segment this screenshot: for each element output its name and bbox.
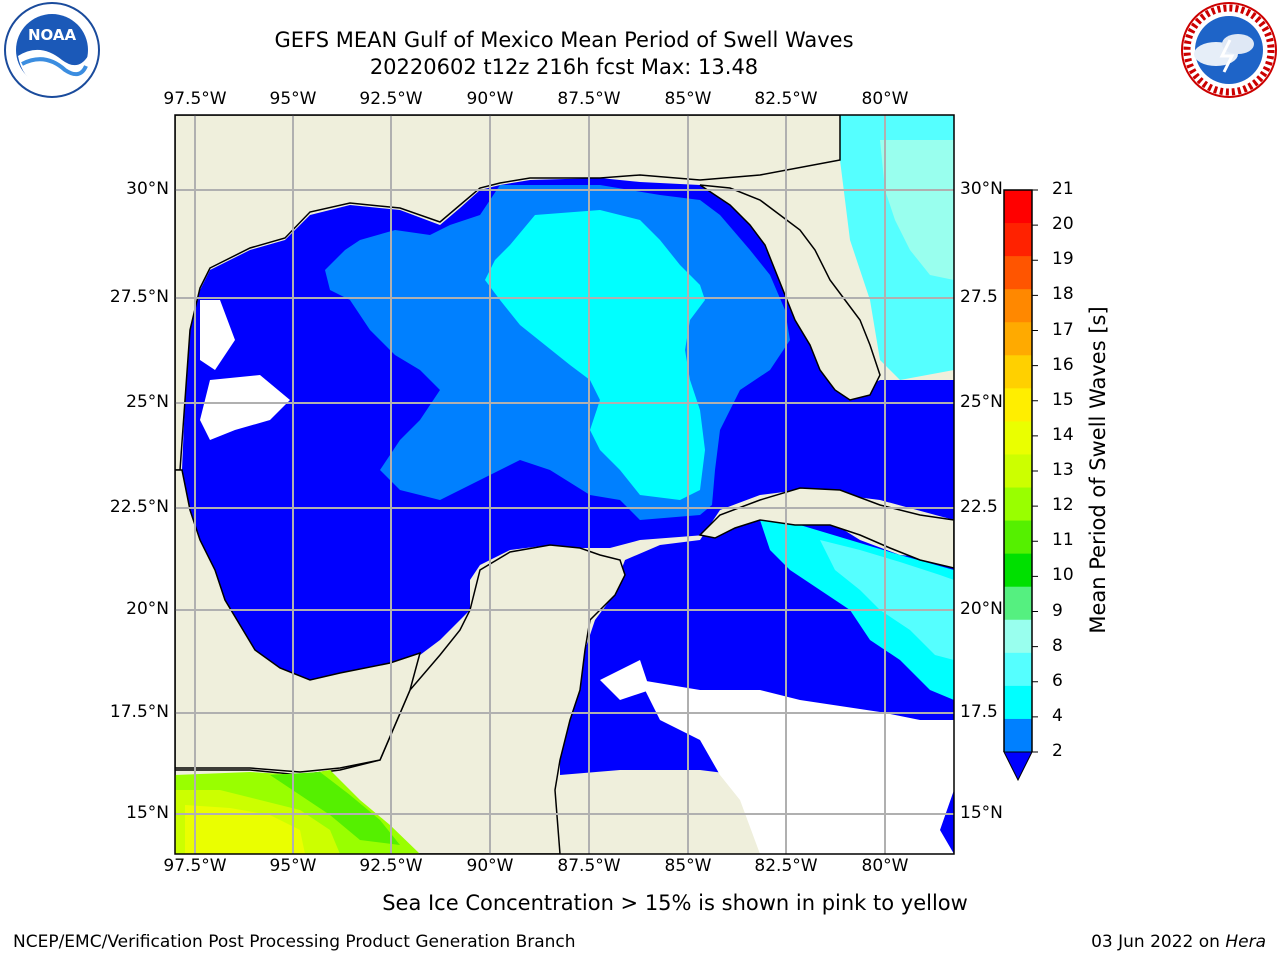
colorbar-swatch bbox=[1004, 454, 1032, 489]
lon-tick-label-top: 90°W bbox=[466, 89, 514, 109]
colorbar-tick-label: 6 bbox=[1052, 670, 1063, 691]
lon-tick-label-bottom: 97.5°W bbox=[163, 856, 227, 876]
lon-tick-label-bottom: 80°W bbox=[861, 856, 909, 876]
sea-ice-note: Sea Ice Concentration > 15% is shown in … bbox=[382, 891, 968, 915]
colorbar-swatch bbox=[1004, 322, 1032, 356]
colorbar-tick-label: 2 bbox=[1052, 741, 1063, 761]
colorbar-tick-label: 8 bbox=[1052, 635, 1063, 656]
florida-land bbox=[699, 184, 881, 401]
lat-tick-label-left: 22.5°N bbox=[109, 497, 169, 517]
lat-tick-label-right: 30°N bbox=[960, 179, 1003, 199]
colorbar-swatch bbox=[1004, 718, 1032, 753]
pacific-swell-11s bbox=[270, 772, 400, 845]
mexico-west-land bbox=[175, 469, 422, 773]
footer-date-text: 03 Jun 2022 on bbox=[1091, 932, 1226, 952]
lat-tick-label-left: 30°N bbox=[126, 179, 169, 199]
swell-band-6s bbox=[485, 210, 705, 500]
colorbar-tick-label: 14 bbox=[1052, 424, 1074, 445]
noaa-logo-text: NOAA bbox=[28, 26, 77, 44]
footer-credit: NCEP/EMC/Verification Post Processing Pr… bbox=[13, 932, 576, 952]
lat-tick-label-left: 27.5°N bbox=[109, 287, 169, 307]
colorbar-swatch bbox=[1004, 586, 1032, 621]
colorbar-tick-label: 10 bbox=[1052, 565, 1074, 586]
colorbar-tick-label: 12 bbox=[1052, 495, 1074, 516]
lat-tick-label-left: 20°N bbox=[126, 599, 169, 619]
colorbar-swatch bbox=[1004, 289, 1032, 323]
colorbar-swatch bbox=[1004, 190, 1032, 224]
colorbar-tick-label: 4 bbox=[1052, 705, 1063, 726]
lat-tick-label-left: 17.5°N bbox=[109, 702, 169, 722]
colorbar-tick-label: 13 bbox=[1052, 460, 1074, 480]
colorbar-swatch bbox=[1004, 388, 1032, 422]
colorbar-swatch bbox=[1004, 223, 1032, 257]
noaa-logo: NOAA bbox=[4, 2, 100, 98]
colorbar-swatch bbox=[1004, 487, 1032, 522]
lon-tick-label-bottom: 85°W bbox=[664, 856, 712, 876]
lat-tick-label-right: 25°N bbox=[960, 392, 1003, 412]
colorbar bbox=[1003, 189, 1038, 782]
lon-tick-label-bottom: 90°W bbox=[466, 856, 514, 876]
lon-tick-label-bottom: 92.5°W bbox=[359, 856, 423, 876]
lon-tick-label-bottom: 95°W bbox=[269, 856, 317, 876]
colorbar-swatch bbox=[1004, 553, 1032, 588]
colorbar-tick-label: 21 bbox=[1052, 179, 1074, 199]
no-data-caribbean bbox=[640, 680, 954, 854]
pacific-swell-14s bbox=[185, 805, 305, 854]
colorbar-swatch bbox=[1004, 652, 1032, 687]
nws-logo bbox=[1181, 2, 1277, 98]
colorbar-tick-label: 9 bbox=[1052, 600, 1063, 621]
lat-tick-label-right: 22.5 bbox=[960, 497, 998, 517]
lat-tick-label-right: 15°N bbox=[960, 803, 1003, 823]
lon-tick-label-top: 85°W bbox=[664, 89, 712, 109]
lon-tick-label-top: 87.5°W bbox=[557, 89, 621, 109]
colorbar-swatch bbox=[1004, 520, 1032, 555]
chart-title: GEFS MEAN Gulf of Mexico Mean Period of … bbox=[274, 28, 854, 52]
colorbar-tick-label: 18 bbox=[1052, 284, 1074, 305]
colorbar-swatch bbox=[1004, 685, 1032, 720]
lat-tick-label-right: 17.5 bbox=[960, 702, 998, 722]
colorbar-tick-label: 16 bbox=[1052, 354, 1074, 375]
colorbar-tick-label: 11 bbox=[1052, 530, 1074, 551]
map-grid bbox=[175, 115, 954, 854]
no-data-west bbox=[200, 300, 235, 370]
lon-tick-label-bottom: 87.5°W bbox=[557, 856, 621, 876]
colorbar-swatch bbox=[1004, 355, 1032, 389]
lon-tick-label-top: 97.5°W bbox=[163, 89, 227, 109]
lon-tick-label-top: 82.5°W bbox=[754, 89, 818, 109]
us-gulf-coast bbox=[175, 115, 841, 471]
colorbar-swatch bbox=[1004, 421, 1032, 455]
lon-tick-label-top: 95°W bbox=[269, 89, 317, 109]
colorbar-extend-arrow bbox=[1003, 751, 1033, 782]
no-data-west2 bbox=[200, 375, 290, 440]
chart-subtitle: 20220602 t12z 216h fcst Max: 13.48 bbox=[369, 55, 759, 79]
lat-tick-label-right: 27.5 bbox=[960, 287, 998, 307]
colorbar-swatch bbox=[1004, 256, 1032, 290]
lat-tick-label-left: 25°N bbox=[126, 392, 169, 412]
lat-tick-label-right: 20°N bbox=[960, 599, 1003, 619]
map-frame bbox=[174, 114, 955, 855]
caribbean-swell-8s bbox=[820, 540, 954, 660]
colorbar-tick-label: 15 bbox=[1052, 389, 1074, 410]
colorbar-title: Mean Period of Swell Waves [s] bbox=[1086, 306, 1110, 634]
footer-host: Hera bbox=[1225, 932, 1266, 952]
no-data-patch bbox=[600, 660, 650, 700]
lon-tick-label-top: 92.5°W bbox=[359, 89, 423, 109]
map-panel bbox=[175, 115, 954, 854]
colorbar-swatch bbox=[1004, 619, 1032, 654]
colorbar-tick-label: 17 bbox=[1052, 319, 1074, 340]
lon-tick-label-top: 80°W bbox=[861, 89, 909, 109]
atlantic-swell-9s bbox=[880, 140, 954, 280]
lon-tick-label-bottom: 82.5°W bbox=[754, 856, 818, 876]
colorbar-tick-label: 20 bbox=[1052, 214, 1074, 235]
footer-date: 03 Jun 2022 on Hera bbox=[1091, 932, 1266, 952]
lat-tick-label-left: 15°N bbox=[126, 803, 169, 823]
colorbar-tick-label: 19 bbox=[1052, 249, 1074, 270]
